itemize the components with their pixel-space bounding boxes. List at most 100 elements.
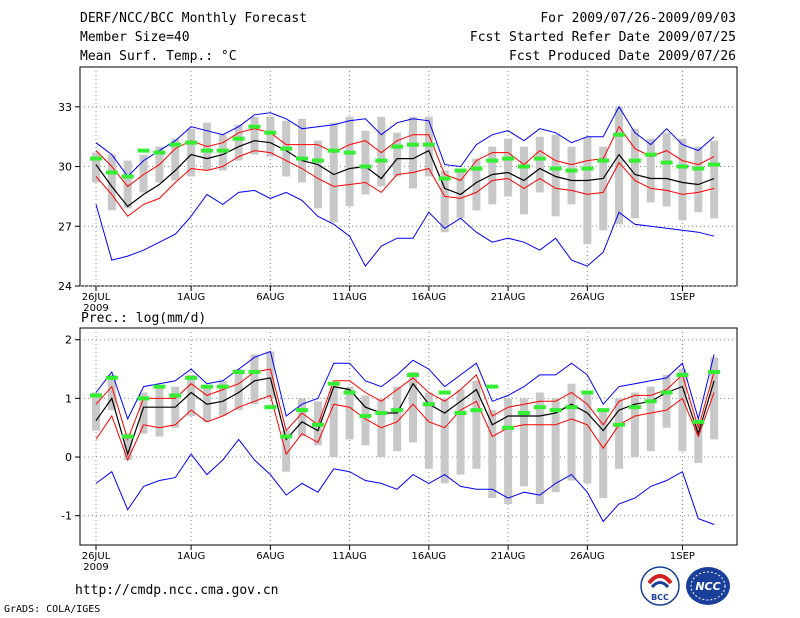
median-mark-prec [502, 425, 515, 430]
y-tick-label-temp: 30 [58, 161, 72, 174]
spread-box-prec [107, 374, 116, 411]
median-mark-temp [105, 170, 118, 175]
spread-box-prec [694, 421, 703, 463]
median-mark-prec [248, 369, 261, 374]
spread-box-temp [551, 134, 560, 217]
spread-box-temp [630, 128, 639, 219]
spread-box-temp [92, 152, 100, 183]
median-mark-temp [486, 158, 499, 163]
median-mark-temp [232, 136, 245, 141]
median-mark-prec [216, 384, 229, 389]
y-tick-label-temp: 33 [58, 101, 72, 114]
median-mark-prec [359, 413, 372, 418]
spread-box-temp [345, 116, 354, 207]
median-mark-temp [676, 164, 689, 169]
median-mark-temp [359, 164, 372, 169]
ncc-logo: NCC [686, 567, 730, 605]
median-mark-prec [565, 405, 578, 410]
median-mark-temp [692, 166, 705, 171]
median-mark-prec [517, 411, 530, 416]
median-mark-temp [613, 132, 626, 137]
spread-box-prec [535, 392, 544, 504]
panel-temp: 24 27 30 33 26JUL 1AUG 6AUG 11AUG 16AUG 21AUG 26AU… [58, 66, 738, 314]
spread-box-prec [218, 380, 227, 416]
spread-box-temp [488, 146, 497, 205]
spread-box-temp [583, 136, 592, 245]
median-mark-temp [216, 148, 229, 153]
spread-box-prec [440, 398, 449, 484]
spread-box-prec [187, 374, 196, 416]
spread-box-prec [393, 386, 402, 452]
median-mark-prec [280, 434, 293, 439]
spread-box-prec [139, 392, 148, 434]
median-mark-prec [90, 393, 102, 398]
spread-box-prec [662, 374, 671, 428]
forecast-period-label: For 2009/07/26-2009/09/03 [540, 11, 736, 26]
panel-prec: -1 0 1 2 26JUL 1AUG 6AUG 11AUG 16AUG 21AUG 26AUG 1S… [61, 311, 738, 573]
spread-box-temp [615, 106, 624, 225]
median-mark-prec [597, 408, 610, 413]
median-mark-temp [248, 124, 261, 129]
median-mark-prec [343, 390, 356, 395]
spread-box-prec [630, 392, 639, 458]
spread-box-temp [440, 170, 449, 233]
spread-box-prec [266, 351, 275, 399]
produced-date-label: Fcst Produced Date 2009/07/26 [509, 49, 736, 64]
median-mark-prec [137, 396, 150, 401]
y-tick-label-prec: 0 [65, 451, 72, 464]
median-mark-prec [660, 390, 673, 395]
median-mark-prec [375, 411, 388, 416]
x-tick-label-prec: 16AUG [412, 551, 447, 562]
median-mark-temp [153, 150, 166, 155]
spread-box-prec [92, 392, 100, 431]
median-mark-temp [549, 166, 562, 171]
spread-box-prec [615, 398, 624, 469]
median-mark-temp [660, 160, 673, 165]
median-mark-temp [327, 148, 340, 153]
spread-box-temp [139, 154, 148, 193]
x-tick-label-prec: 6AUG [256, 551, 284, 562]
source-url-link[interactable]: http://cmdp.ncc.cma.gov.cn [75, 583, 279, 598]
bcc-logo-text: BCC [651, 593, 669, 602]
spread-box-prec [250, 354, 259, 405]
median-mark-temp [502, 156, 515, 161]
spread-box-prec [155, 386, 164, 437]
spread-box-prec [361, 395, 370, 446]
spread-box-temp [377, 116, 386, 187]
median-mark-prec [422, 402, 435, 407]
series-line-min-prec [95, 438, 715, 525]
median-mark-prec [327, 381, 340, 386]
spread-box-temp [313, 140, 322, 209]
y-tick-label-temp: 24 [58, 280, 72, 293]
median-mark-prec [644, 399, 657, 404]
spread-box-temp [123, 160, 132, 209]
spread-box-temp [678, 138, 687, 221]
median-mark-temp [200, 148, 213, 153]
spread-box-temp [234, 124, 243, 161]
y-tick-label-temp: 27 [58, 220, 72, 233]
median-mark-temp [391, 144, 404, 149]
x-tick-label-prec: 26JUL [82, 551, 111, 562]
spread-box-prec [519, 398, 528, 487]
x-tick-label-prec: 21AUG [491, 551, 526, 562]
median-mark-prec [153, 384, 166, 389]
x-tick-label-temp: 16AUG [412, 292, 447, 303]
spread-box-temp [456, 168, 465, 219]
median-mark-prec [105, 375, 118, 380]
median-mark-temp [644, 152, 657, 157]
median-mark-prec [438, 390, 451, 395]
spread-box-temp [187, 128, 196, 177]
spread-box-prec [424, 392, 433, 469]
variable-label: Mean Surf. Temp.: °C [80, 49, 237, 64]
x-tick-label-prec: 1AUG [177, 551, 205, 562]
member-size-label: Member Size=40 [80, 30, 190, 45]
spread-box-prec [456, 389, 465, 475]
spread-box-prec [472, 380, 481, 469]
spread-box-temp [171, 138, 180, 181]
spread-box-prec [298, 398, 307, 437]
median-mark-temp [407, 142, 419, 147]
y-tick-label-prec: 1 [65, 392, 72, 405]
median-mark-temp [628, 158, 641, 163]
spread-box-temp [646, 138, 655, 203]
